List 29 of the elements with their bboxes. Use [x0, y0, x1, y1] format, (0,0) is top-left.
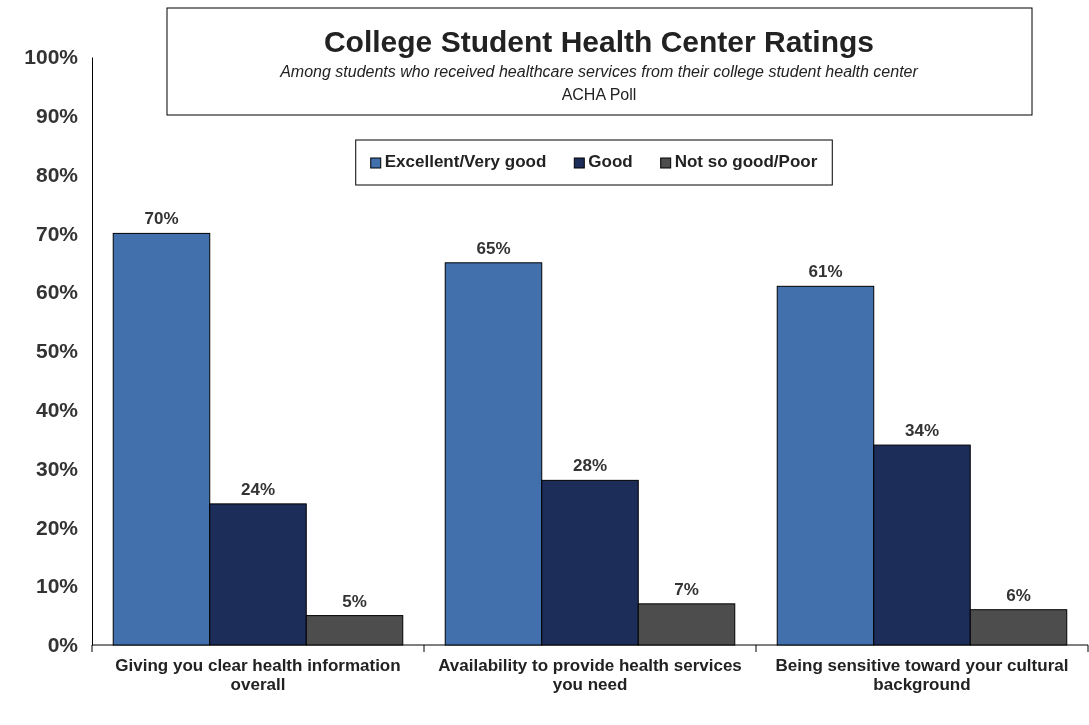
y-tick-label: 10% — [35, 574, 79, 598]
y-tick-label: 100% — [24, 45, 79, 69]
y-tick-label: 40% — [35, 398, 79, 422]
data-label: 6% — [1006, 585, 1031, 605]
x-tick-label: Being sensitive toward your cultural background — [775, 656, 1069, 694]
data-label: 7% — [674, 579, 699, 599]
y-tick-label: 70% — [35, 221, 79, 245]
data-label: 28% — [572, 456, 608, 476]
data-label: 70% — [144, 209, 179, 229]
chart-title: College Student Health Center Ratings — [323, 25, 875, 58]
y-tick-label: 90% — [35, 104, 79, 128]
data-label: 61% — [808, 262, 843, 282]
x-tick-label: Giving you clear health information overall — [115, 656, 401, 694]
data-label: 34% — [904, 421, 940, 441]
y-tick-label: 80% — [35, 162, 79, 186]
chart-subtitle: Among students who received healthcare services from their college student health center — [279, 63, 919, 80]
data-label: 5% — [342, 591, 367, 611]
x-tick-label: Availability to provide health services you need — [438, 656, 742, 694]
data-label: 24% — [240, 479, 276, 499]
y-tick-label: 50% — [35, 339, 79, 363]
legend-label: Good — [588, 152, 633, 171]
y-tick-label: 60% — [35, 280, 79, 304]
y-tick-label: 30% — [35, 456, 79, 480]
y-tick-label: 20% — [35, 515, 79, 539]
legend-label: Not so good/Poor — [674, 152, 818, 171]
annotation: ACHA Poll — [561, 86, 637, 103]
legend-label: Excellent/Very good — [384, 152, 547, 171]
y-tick-label: 0% — [47, 633, 79, 657]
data-label: 65% — [476, 238, 511, 258]
